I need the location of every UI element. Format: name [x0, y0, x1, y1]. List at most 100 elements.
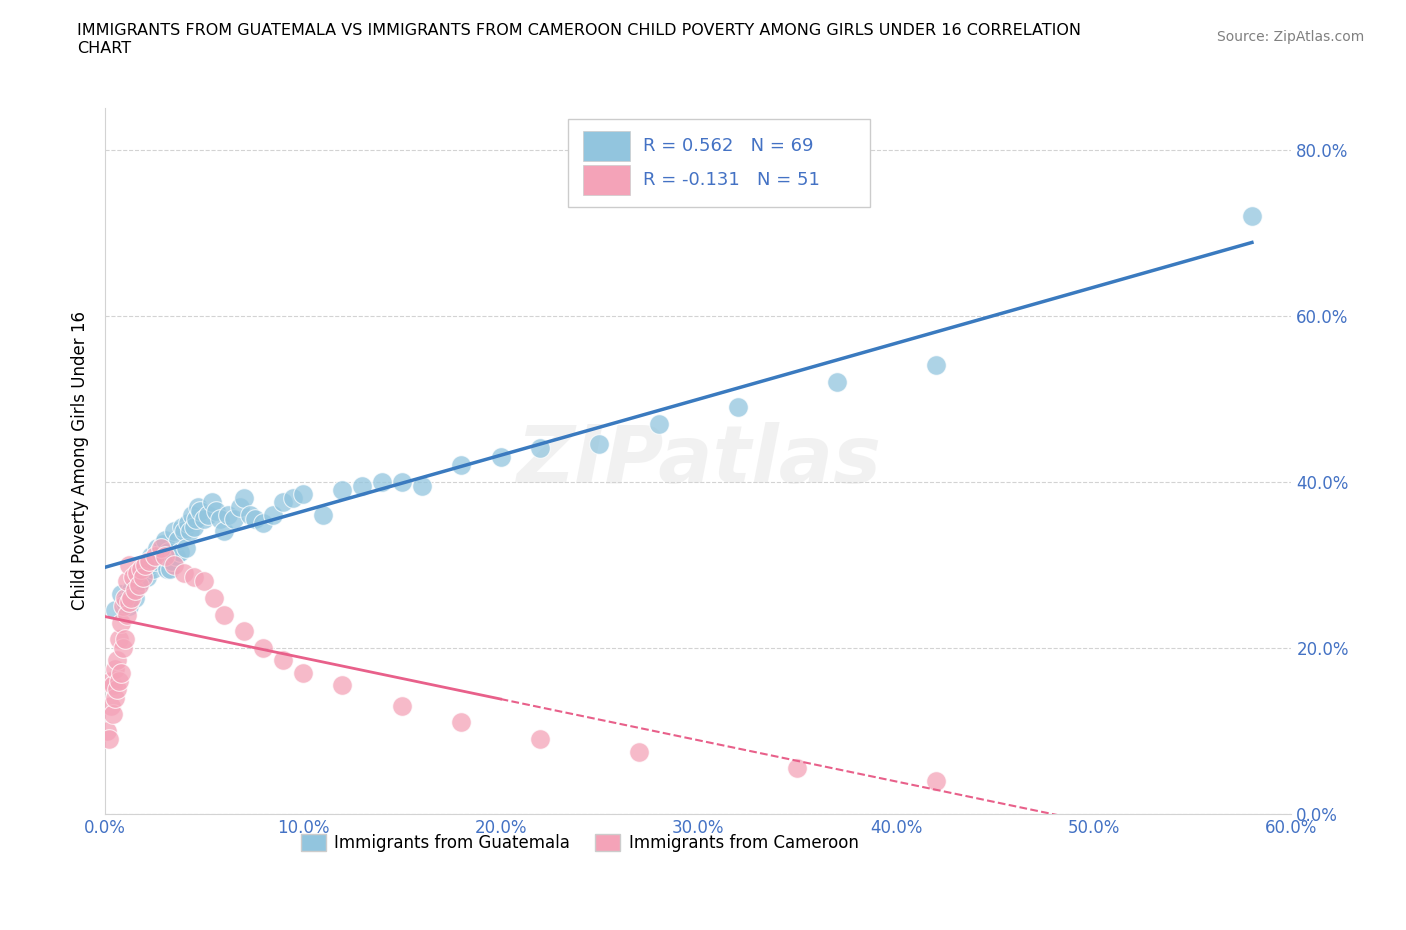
Point — [208, 512, 231, 526]
Point — [101, 707, 124, 722]
Point — [148, 545, 170, 560]
Point — [104, 661, 127, 676]
Point — [588, 437, 610, 452]
Point — [115, 574, 138, 589]
Point — [238, 508, 260, 523]
Point — [128, 578, 150, 593]
Point — [332, 483, 354, 498]
Point — [142, 562, 165, 577]
Point — [104, 690, 127, 705]
Legend: Immigrants from Guatemala, Immigrants from Cameroon: Immigrants from Guatemala, Immigrants fr… — [294, 827, 865, 858]
Point — [120, 591, 142, 605]
Point — [201, 495, 224, 510]
Point — [529, 732, 551, 747]
Point — [188, 503, 211, 518]
Point — [312, 508, 335, 523]
Y-axis label: Child Poverty Among Girls Under 16: Child Poverty Among Girls Under 16 — [72, 312, 89, 610]
Point — [173, 525, 195, 539]
Point — [186, 512, 208, 526]
Point — [110, 616, 132, 631]
Point — [110, 586, 132, 601]
Point — [228, 499, 250, 514]
Point — [134, 565, 156, 580]
Point — [271, 653, 294, 668]
Point — [181, 508, 204, 523]
Point — [162, 553, 184, 568]
Point — [135, 570, 157, 585]
Point — [139, 549, 162, 564]
Point — [101, 678, 124, 693]
Point — [165, 549, 187, 564]
Point — [104, 603, 127, 618]
Point — [786, 761, 808, 776]
Point — [118, 557, 141, 572]
Point — [202, 591, 225, 605]
Point — [118, 599, 141, 614]
Point — [98, 732, 121, 747]
FancyBboxPatch shape — [568, 119, 870, 206]
Point — [105, 653, 128, 668]
Point — [179, 525, 201, 539]
Point — [96, 724, 118, 738]
Point — [114, 632, 136, 647]
Point — [163, 557, 186, 572]
Point — [193, 574, 215, 589]
Point — [110, 665, 132, 680]
Point — [153, 532, 176, 547]
Point — [391, 474, 413, 489]
Point — [245, 512, 267, 526]
Point — [252, 641, 274, 656]
Point — [111, 599, 134, 614]
Point — [138, 553, 160, 568]
Point — [252, 516, 274, 531]
Point — [149, 540, 172, 555]
Point — [125, 565, 148, 580]
Point — [152, 537, 174, 551]
Point — [128, 578, 150, 593]
Point — [129, 574, 152, 589]
Text: IMMIGRANTS FROM GUATEMALA VS IMMIGRANTS FROM CAMEROON CHILD POVERTY AMONG GIRLS : IMMIGRANTS FROM GUATEMALA VS IMMIGRANTS … — [77, 23, 1081, 56]
Point — [352, 478, 374, 493]
Point — [271, 495, 294, 510]
Text: ZIPatlas: ZIPatlas — [516, 422, 880, 500]
Point — [153, 549, 176, 564]
Point — [489, 449, 512, 464]
Point — [197, 508, 219, 523]
Point — [262, 508, 284, 523]
Point — [391, 698, 413, 713]
Text: R = -0.131   N = 51: R = -0.131 N = 51 — [643, 171, 820, 189]
Point — [132, 570, 155, 585]
Point — [108, 673, 131, 688]
Point — [232, 624, 254, 639]
Point — [627, 744, 650, 759]
Point — [169, 545, 191, 560]
Point — [114, 594, 136, 609]
Point — [450, 458, 472, 472]
Point — [371, 474, 394, 489]
Point — [120, 582, 142, 597]
Point — [1240, 208, 1263, 223]
Point — [217, 508, 239, 523]
Point — [183, 570, 205, 585]
Point — [173, 565, 195, 580]
Point — [134, 557, 156, 572]
Point — [143, 549, 166, 564]
FancyBboxPatch shape — [583, 166, 630, 194]
Point — [172, 520, 194, 535]
Point — [174, 540, 197, 555]
Point — [129, 562, 152, 577]
Point — [145, 540, 167, 555]
Point — [100, 698, 122, 713]
Point — [281, 491, 304, 506]
Point — [124, 582, 146, 597]
FancyBboxPatch shape — [583, 131, 630, 161]
Point — [155, 562, 177, 577]
Point — [111, 641, 134, 656]
Point — [159, 562, 181, 577]
Point — [193, 512, 215, 526]
Point — [648, 416, 671, 431]
Point — [411, 478, 433, 493]
Point — [205, 503, 228, 518]
Point — [727, 400, 749, 415]
Point — [232, 491, 254, 506]
